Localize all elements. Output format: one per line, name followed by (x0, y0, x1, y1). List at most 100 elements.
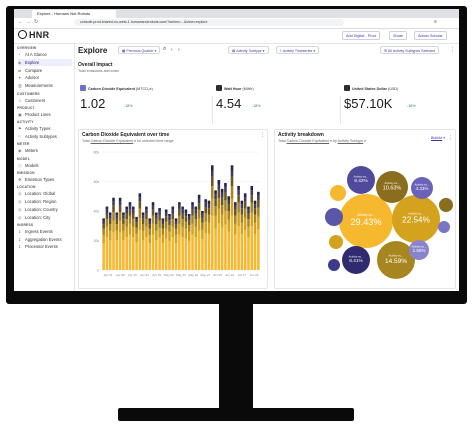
bar-segment[interactable] (171, 226, 175, 238)
bar-segment[interactable] (220, 205, 224, 215)
bar-segment[interactable] (131, 226, 135, 238)
sidebar-item-compare[interactable]: ⇄ Compare (18, 67, 72, 74)
browser-tab[interactable]: Explore - Humans Not Robots (32, 10, 116, 18)
bar-segment[interactable] (187, 225, 191, 232)
bar-segment[interactable] (220, 197, 224, 206)
bar-segment[interactable] (168, 220, 171, 226)
bar-segment[interactable] (237, 190, 240, 196)
bar-segment[interactable] (253, 222, 257, 234)
bar-segment[interactable] (207, 200, 211, 205)
bar-segment[interactable] (174, 220, 178, 225)
bar-segment[interactable] (112, 212, 115, 221)
bar-segment[interactable] (234, 234, 237, 270)
bar-segment[interactable] (158, 214, 161, 221)
bar-segment[interactable] (210, 165, 214, 171)
bar-segment[interactable] (102, 224, 105, 229)
bar-segment[interactable] (187, 231, 191, 241)
bar-segment[interactable] (171, 209, 175, 214)
bubble[interactable] (347, 166, 375, 194)
bar-segment[interactable] (253, 233, 257, 270)
bar-segment[interactable] (145, 237, 148, 270)
bar-segment[interactable] (237, 226, 240, 270)
sidebar-item-measurements[interactable]: ▥ Measurements (18, 82, 72, 89)
bar-segment[interactable] (125, 213, 128, 220)
bar-segment[interactable] (204, 199, 207, 203)
bar-segment[interactable] (141, 218, 145, 224)
bar-segment[interactable] (184, 238, 188, 270)
bar-segment[interactable] (125, 206, 128, 210)
bar-segment[interactable] (214, 215, 217, 229)
sidebar-item-meters[interactable]: ◉ Meters (18, 147, 72, 154)
small-bubble[interactable] (325, 208, 343, 226)
bar-segment[interactable] (250, 185, 254, 191)
bubble[interactable] (392, 195, 440, 243)
bar-segment[interactable] (191, 202, 194, 206)
bar-segment[interactable] (201, 217, 204, 223)
sidebar-item-processor-events[interactable]: ↧ Processor Events (18, 243, 72, 250)
bar-segment[interactable] (145, 213, 148, 220)
bubble[interactable] (339, 194, 393, 248)
bar-segment[interactable] (220, 188, 224, 193)
bar-segment[interactable] (128, 209, 132, 216)
bar-segment[interactable] (217, 184, 221, 190)
bar-segment[interactable] (131, 213, 135, 220)
sidebar-item-activity-types[interactable]: ⚑ Activity Types (18, 125, 72, 132)
bar-segment[interactable] (141, 240, 145, 270)
bar-segment[interactable] (115, 218, 119, 224)
bubble[interactable] (409, 240, 429, 260)
bar-segment[interactable] (201, 222, 204, 230)
group-by-select[interactable]: ▤ Activity Subtype ▾ (228, 46, 269, 54)
bar-segment[interactable] (237, 212, 240, 227)
bar-segment[interactable] (247, 213, 250, 220)
bar-segment[interactable] (138, 201, 142, 209)
bar-segment[interactable] (243, 230, 247, 270)
bar-segment[interactable] (207, 208, 211, 215)
bar-segment[interactable] (240, 208, 244, 215)
sidebar-item-emission-types[interactable]: ❖ Emission Types (18, 176, 72, 183)
bar-segment[interactable] (108, 218, 112, 224)
bar-segment[interactable] (257, 195, 260, 201)
bar-segment[interactable] (148, 234, 152, 244)
bar-segment[interactable] (227, 196, 231, 200)
view-type-select[interactable]: Bubble ▾ (431, 136, 446, 140)
bar-segment[interactable] (204, 202, 207, 207)
bar-segment[interactable] (257, 207, 260, 217)
bar-segment[interactable] (122, 218, 125, 224)
bar-segment[interactable] (138, 197, 142, 202)
bar-segment[interactable] (191, 215, 194, 224)
bar-segment[interactable] (234, 209, 237, 216)
bar-segment[interactable] (220, 192, 224, 198)
bar-segment[interactable] (257, 200, 260, 208)
bar-segment[interactable] (118, 205, 122, 213)
bar-segment[interactable] (184, 212, 188, 217)
bar-segment[interactable] (224, 187, 227, 193)
bar-segment[interactable] (138, 217, 142, 231)
bar-segment[interactable] (230, 165, 234, 171)
sidebar-item-at-a-glance[interactable]: ◔ At A Glance (18, 51, 72, 58)
bar-segment[interactable] (257, 216, 260, 230)
bar-segment[interactable] (257, 229, 260, 270)
sidebar-item-customers[interactable]: ☺ Customers (18, 97, 72, 104)
bar-segment[interactable] (125, 219, 128, 227)
bar-segment[interactable] (141, 215, 145, 219)
bar-segment[interactable] (155, 223, 158, 231)
bar-segment[interactable] (168, 240, 171, 270)
bar-segment[interactable] (105, 209, 109, 214)
bar-segment[interactable] (102, 220, 105, 225)
bar-segment[interactable] (210, 215, 214, 270)
next-icon[interactable]: › (178, 47, 180, 53)
prev-icon[interactable]: ‹ (171, 47, 173, 53)
bar-segment[interactable] (135, 222, 138, 228)
bar-segment[interactable] (234, 223, 237, 235)
bar-segment[interactable] (164, 209, 168, 213)
bar-segment[interactable] (237, 202, 240, 213)
bar-segment[interactable] (194, 206, 198, 210)
bar-segment[interactable] (181, 226, 184, 238)
bar-segment[interactable] (230, 198, 234, 216)
bar-segment[interactable] (187, 220, 191, 226)
bar-segment[interactable] (227, 199, 231, 205)
bar-segment[interactable] (135, 219, 138, 223)
bar-segment[interactable] (155, 218, 158, 224)
bar-segment[interactable] (184, 221, 188, 229)
bar-segment[interactable] (230, 170, 234, 177)
